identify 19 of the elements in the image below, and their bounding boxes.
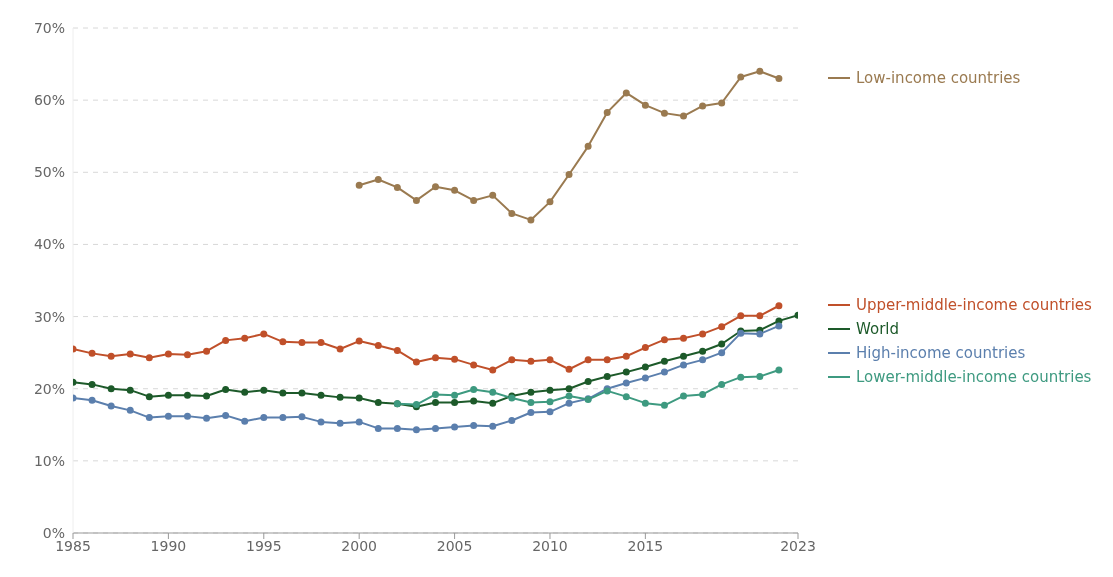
y-tick-label: 30% [33,308,65,325]
y-tick-label: 10% [33,452,65,469]
x-tick-label: 2000 [341,537,377,554]
y-tick-label: 60% [33,92,65,109]
x-tick-label: 1990 [150,537,187,554]
y-tick-label: 50% [33,164,65,181]
legend-label: World [856,319,899,338]
legend-label: Upper-middle-income countries [856,295,1092,314]
y-tick-label: 20% [33,380,65,397]
y-tick-label: 40% [33,236,65,253]
y-tick-label: 70% [33,19,65,36]
legend-label: Lower-middle-income countries [856,367,1092,386]
legend-label: High-income countries [856,343,1026,362]
x-tick-label: 2023 [780,537,816,554]
legend-label: Low-income countries [856,68,1021,87]
x-tick-label: 2010 [532,537,568,554]
x-tick-label: 1995 [245,537,282,554]
x-tick-label: 2005 [436,537,473,554]
x-tick-label: 2015 [627,537,664,554]
